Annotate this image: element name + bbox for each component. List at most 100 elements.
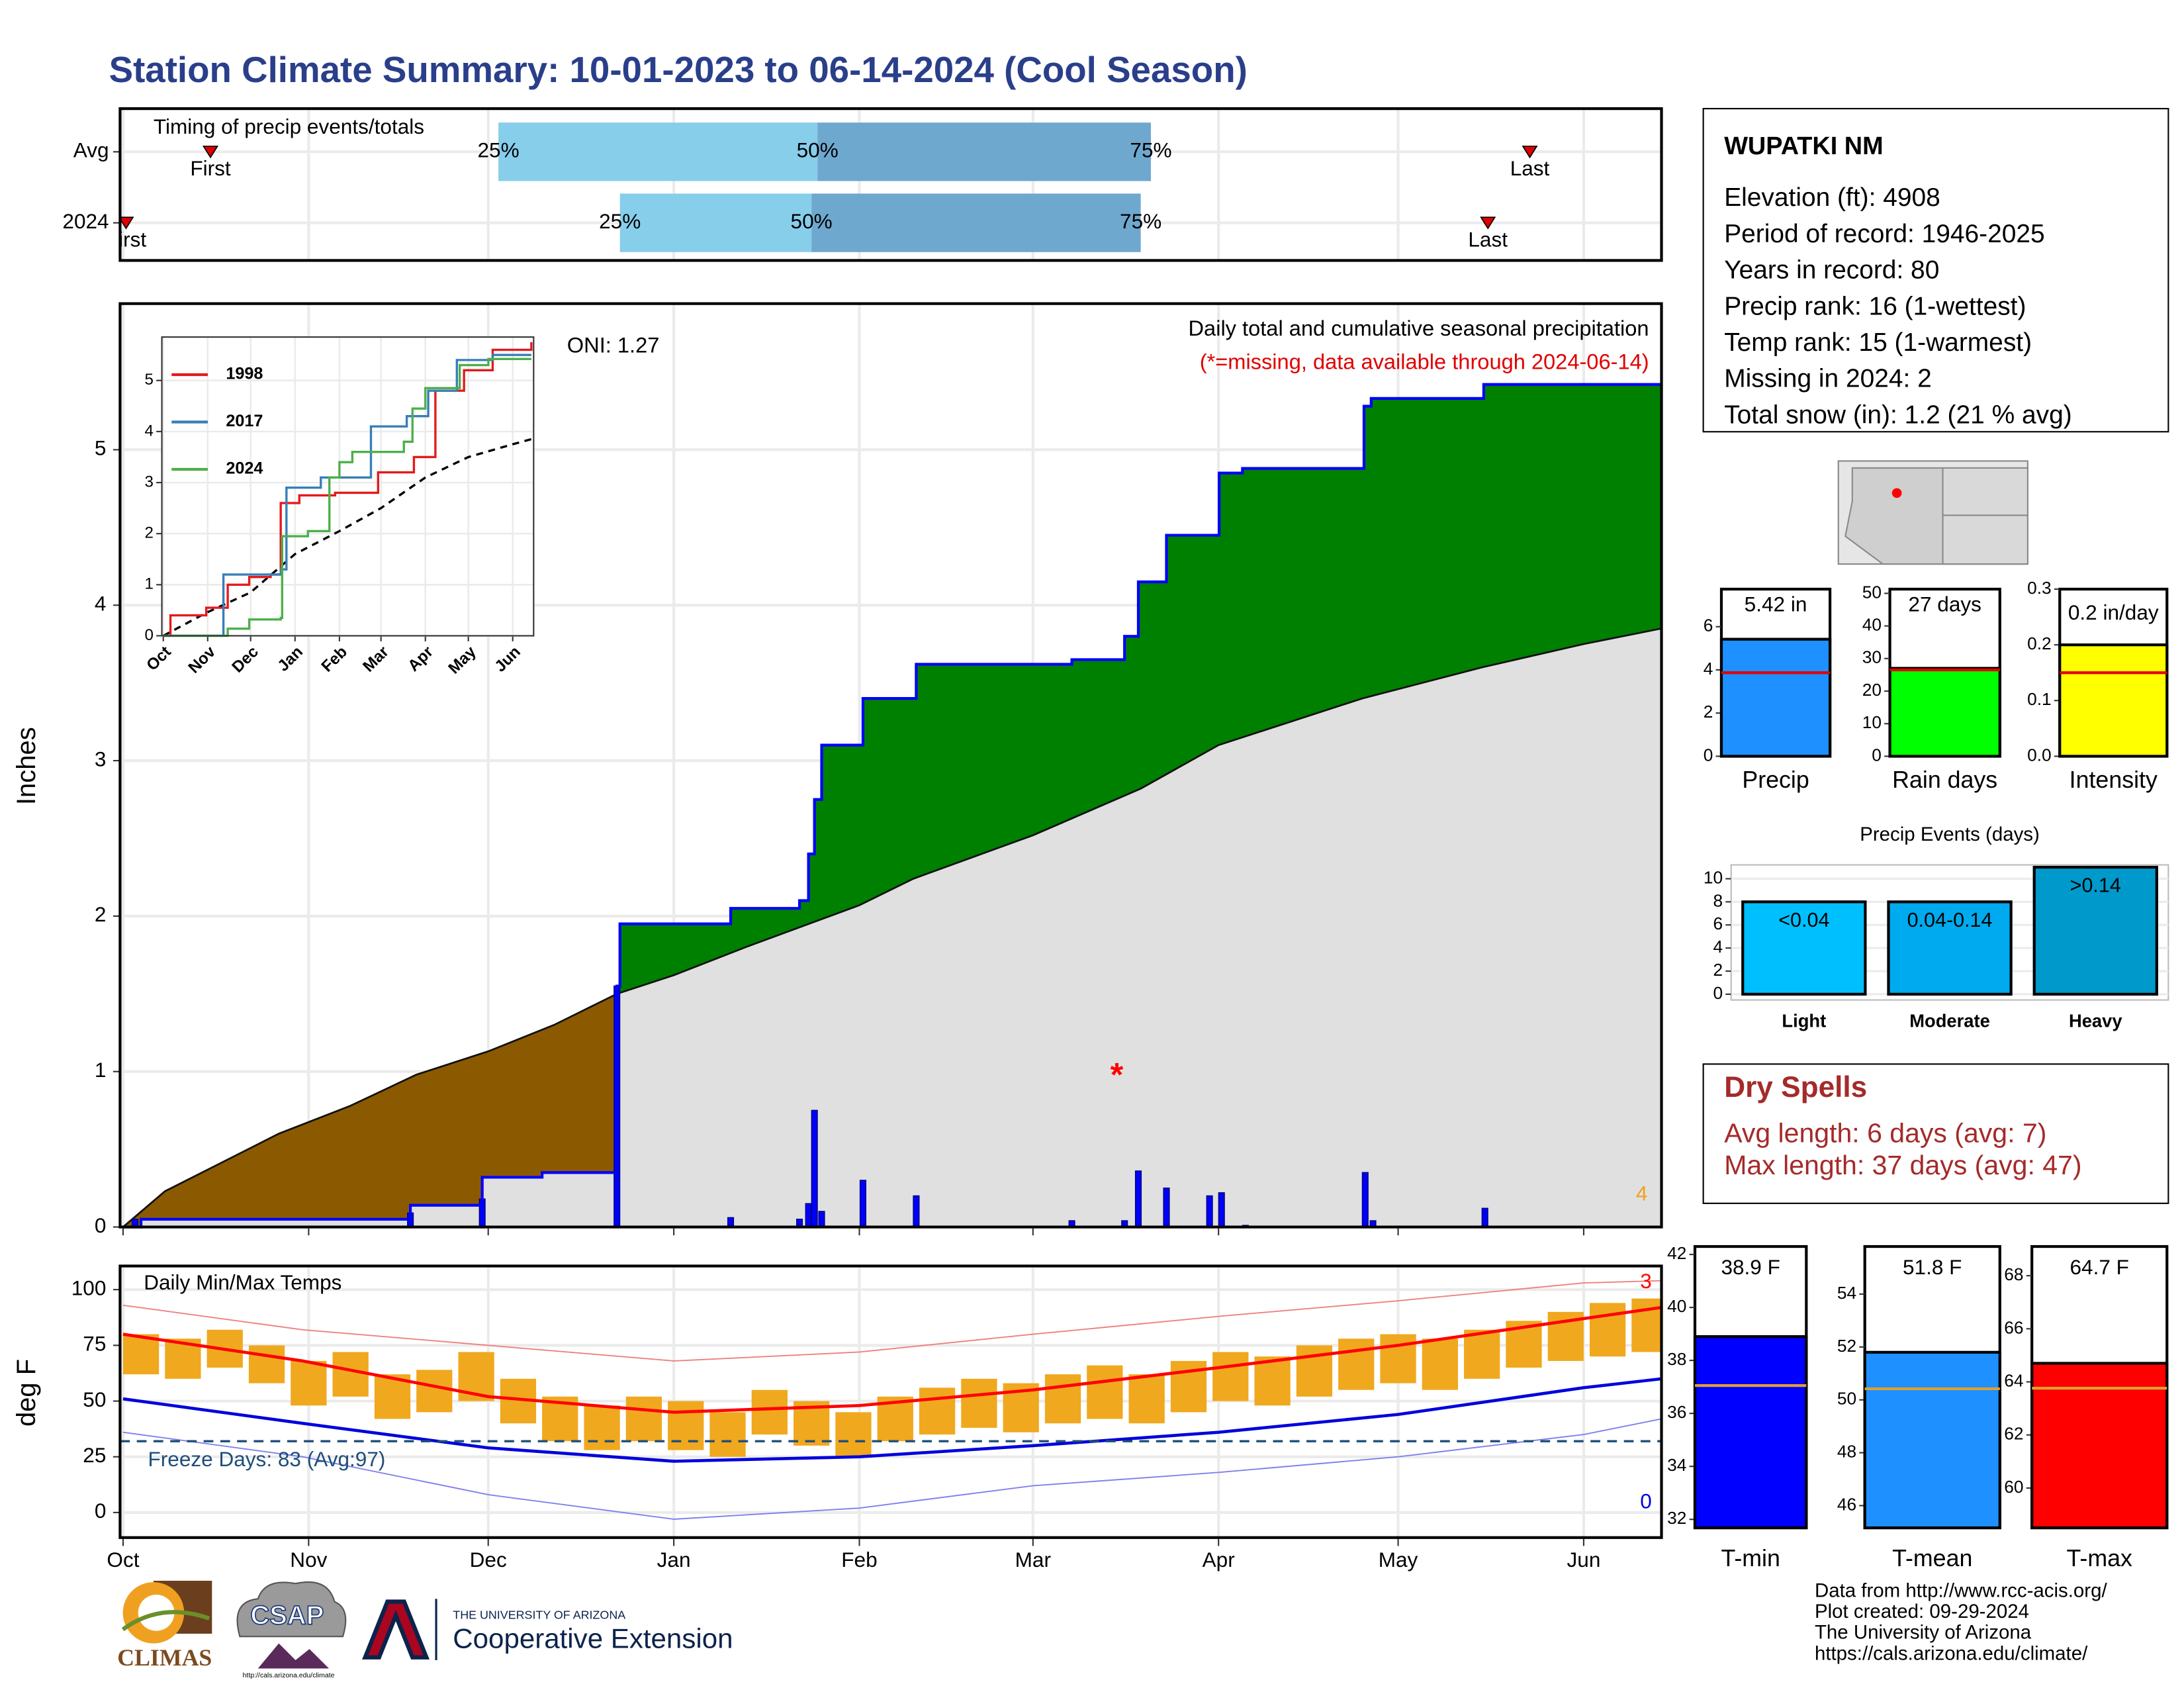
y-tick-label: 3 xyxy=(144,473,153,491)
dry-spells-box xyxy=(1702,1063,2169,1204)
chart-title: Daily total and cumulative seasonal prec… xyxy=(1189,316,1649,340)
x-tick-label: Apr xyxy=(1203,1548,1235,1571)
logo-text: CSAP xyxy=(250,1601,324,1630)
logo-text: THE UNIVERSITY OF ARIZONA xyxy=(453,1608,625,1621)
category-label: T-max xyxy=(2067,1545,2132,1571)
y-tick-label: 40 xyxy=(1862,615,1882,635)
y-tick-label: 50 xyxy=(1862,582,1882,602)
y-tick-label: 54 xyxy=(1837,1283,1856,1303)
panel-title: Timing of precip events/totals xyxy=(154,115,424,138)
quartile-bar xyxy=(619,193,812,252)
daily-precip-bar xyxy=(1218,1192,1225,1228)
quartile-label: 50% xyxy=(791,209,833,233)
event-marker xyxy=(1480,216,1496,230)
daily-precip-bar xyxy=(805,1203,812,1228)
average-line xyxy=(122,628,1662,1228)
value-label: 64.7 F xyxy=(2070,1255,2128,1279)
category-label: T-mean xyxy=(1892,1545,1972,1571)
x-tick-label: Feb xyxy=(841,1548,877,1571)
y-axis-label: deg F xyxy=(12,1359,41,1427)
category-label: Light xyxy=(1782,1011,1826,1031)
value-label: 38.9 F xyxy=(1721,1255,1780,1279)
corner-note: 3 xyxy=(1640,1269,1652,1293)
bar xyxy=(2030,1362,2169,1530)
daily-temp-bar xyxy=(291,1360,327,1406)
daily-temp-bar xyxy=(1254,1356,1291,1406)
y-tick-label: 48 xyxy=(1837,1442,1856,1462)
daily-precip-bar xyxy=(1163,1188,1170,1228)
event-label: Last xyxy=(1468,227,1508,251)
station-line: Period of record: 1946-2025 xyxy=(1724,220,2045,248)
x-tick-label: Nov xyxy=(290,1548,327,1571)
observed-line xyxy=(122,383,1662,1229)
quartile-label: 75% xyxy=(1120,209,1161,233)
daily-precip-bar xyxy=(811,1109,818,1228)
y-tick-label: 52 xyxy=(1837,1336,1856,1356)
panel-border xyxy=(118,107,1663,262)
y-tick-label: 32 xyxy=(1667,1508,1686,1528)
daily-precip-bar xyxy=(1206,1195,1213,1228)
y-tick-label: 62 xyxy=(2004,1424,2023,1444)
y-tick-label: 0 xyxy=(1713,983,1723,1003)
x-tick-label: May xyxy=(1379,1548,1418,1571)
y-tick-label: 50 xyxy=(83,1387,106,1411)
y-tick-label: 4 xyxy=(1713,937,1723,957)
corner-note: 0 xyxy=(1640,1489,1652,1513)
logo-shape xyxy=(257,1643,330,1669)
event-label: First xyxy=(106,227,147,251)
legend-label: 1998 xyxy=(226,365,263,383)
y-tick-label: 30 xyxy=(1862,647,1882,667)
daily-temp-bar xyxy=(1087,1365,1123,1419)
bar xyxy=(1693,1335,1808,1530)
y-tick-label: 46 xyxy=(1837,1494,1856,1514)
y-tick-label: 40 xyxy=(1667,1296,1686,1316)
y-tick-label: 10 xyxy=(1704,867,1723,887)
station-line: Temp rank: 15 (1-warmest) xyxy=(1724,328,2032,357)
logo-text: CLIMAS xyxy=(117,1644,212,1671)
climas-logo: CLIMAS xyxy=(117,1580,212,1671)
page-title: Station Climate Summary: 10-01-2023 to 0… xyxy=(109,49,1248,90)
annotation: ONI: 1.27 xyxy=(567,332,660,357)
daily-precip-bar xyxy=(727,1217,735,1228)
logo-shape xyxy=(362,1599,430,1660)
station-name: WUPATKI NM xyxy=(1724,132,1883,160)
freeze-label: Freeze Days: 83 (Avg:97) xyxy=(148,1447,386,1471)
daily-temp-bar xyxy=(1044,1374,1081,1424)
category-label: Rain days xyxy=(1892,767,1997,793)
value-label: <0.04 xyxy=(1778,909,1829,931)
daily-temp-bar xyxy=(625,1396,662,1442)
y-tick-label: 1 xyxy=(144,575,153,593)
panel-border xyxy=(118,1264,1663,1539)
bar xyxy=(1888,667,2001,758)
y-axis-label: Inches xyxy=(12,727,41,805)
y-tick-label: 4 xyxy=(144,422,153,440)
category-label: Precip xyxy=(1742,767,1809,793)
daily-temp-bar xyxy=(122,1334,159,1375)
daily-temp-bar xyxy=(961,1378,997,1428)
avg-max-line xyxy=(122,1305,1662,1414)
map-neighbor xyxy=(1942,467,2028,565)
y-tick-label: 42 xyxy=(1667,1243,1686,1263)
daily-temp-bar xyxy=(919,1387,956,1435)
event-marker xyxy=(1522,146,1538,159)
x-tick-label: Oct xyxy=(107,1548,139,1571)
event-label: First xyxy=(190,156,231,180)
quartile-bar xyxy=(498,122,818,181)
logo-shape xyxy=(236,1581,347,1638)
event-label: Last xyxy=(1510,156,1550,180)
daily-temp-bar xyxy=(709,1412,746,1457)
daily-temp-bar xyxy=(248,1345,285,1383)
ua-logo: THE UNIVERSITY OF ARIZONA Cooperative Ex… xyxy=(362,1599,733,1660)
quartile-label: 25% xyxy=(478,138,520,162)
value-label: 0.2 in/day xyxy=(2068,600,2159,624)
station-line: Total snow (in): 1.2 (21 % avg) xyxy=(1724,400,2071,429)
daily-precip-bar xyxy=(859,1180,866,1228)
x-tick-label: Jun xyxy=(1567,1548,1600,1571)
daily-temp-bar xyxy=(1589,1303,1626,1357)
missing-marker: * xyxy=(1111,1056,1124,1094)
y-tick-label: 100 xyxy=(71,1276,107,1300)
y-tick-label: 0 xyxy=(1704,745,1713,765)
daily-precip-bar xyxy=(913,1195,920,1228)
dry-spells-line: Avg length: 6 days (avg: 7) xyxy=(1724,1118,2046,1149)
